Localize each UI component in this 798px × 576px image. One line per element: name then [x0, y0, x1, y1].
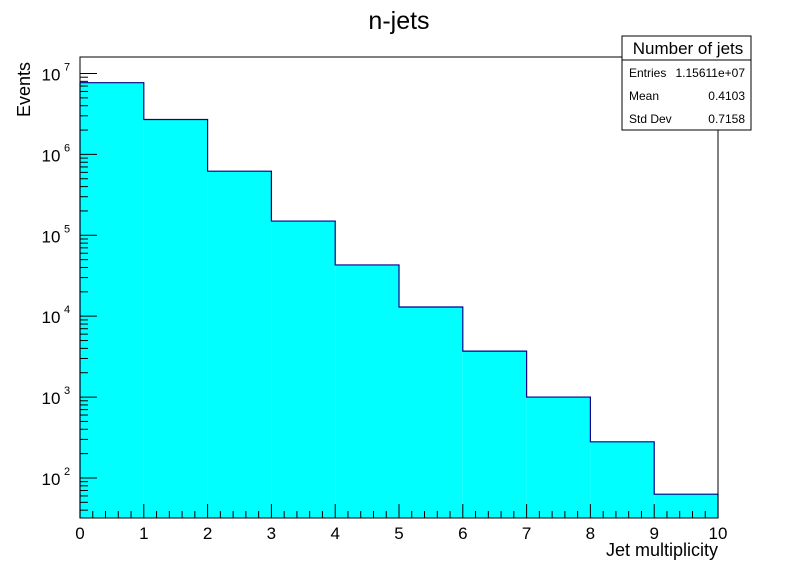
x-tick-label: 0	[75, 524, 84, 543]
histogram-bar	[462, 351, 527, 518]
stats-label-entries: Entries	[629, 66, 666, 80]
y-tick-exponent: 7	[64, 62, 70, 74]
histogram-bar	[399, 306, 463, 518]
histogram-bars	[79, 82, 719, 519]
x-tick-label: 1	[139, 524, 148, 543]
histogram-bar	[654, 494, 718, 518]
y-tick-label: 10	[42, 389, 61, 408]
stats-value-entries: 1.15611e+07	[675, 66, 745, 80]
x-tick-label: 4	[330, 524, 339, 543]
stats-box-frame	[621, 35, 752, 131]
chart-title: n-jets	[368, 7, 429, 35]
x-tick-label: 8	[586, 524, 595, 543]
histogram-bar	[80, 82, 144, 518]
histogram-bar	[590, 441, 655, 518]
histogram-bar	[526, 397, 591, 518]
y-tick-label: 10	[42, 470, 61, 489]
histogram-bar	[271, 221, 336, 519]
x-axis-label: Jet multiplicity	[606, 540, 718, 560]
x-tick-label: 9	[649, 524, 658, 543]
plot-frame	[79, 56, 719, 519]
stats-value-std-dev: 0.7158	[708, 112, 745, 126]
x-tick-label: 7	[522, 524, 531, 543]
y-tick-exponent: 4	[64, 304, 70, 316]
stats-value-mean: 0.4103	[708, 89, 745, 103]
stats-box-title: Number of jets	[633, 39, 744, 58]
x-tick-label: 3	[267, 524, 276, 543]
histogram-bar	[143, 119, 208, 519]
stats-label-mean: Mean	[629, 89, 659, 103]
y-axis-label: Events	[14, 62, 34, 117]
y-tick-label: 10	[42, 146, 61, 165]
stats-box: Number of jets Entries 1.15611e+07 Mean …	[621, 35, 752, 131]
x-tick-label: 6	[458, 524, 467, 543]
x-tick-label: 2	[203, 524, 212, 543]
y-tick-exponent: 5	[64, 223, 70, 235]
x-axis-ticks: 0 1 2 3 4 5 6 7 8 9 10	[75, 504, 727, 543]
y-tick-exponent: 6	[64, 142, 70, 154]
y-tick-label: 10	[42, 66, 61, 85]
stats-label-std-dev: Std Dev	[629, 112, 672, 126]
x-tick-label: 5	[394, 524, 403, 543]
histogram-bar	[207, 171, 272, 518]
x-tick-label: 10	[709, 524, 728, 543]
y-tick-exponent: 2	[64, 466, 70, 478]
histogram-outline	[79, 82, 719, 518]
y-tick-label: 10	[42, 308, 61, 327]
histogram-bar	[335, 264, 399, 518]
y-tick-exponent: 3	[64, 385, 70, 397]
y-tick-label: 10	[42, 227, 61, 246]
y-minor-ticks	[80, 76, 88, 511]
